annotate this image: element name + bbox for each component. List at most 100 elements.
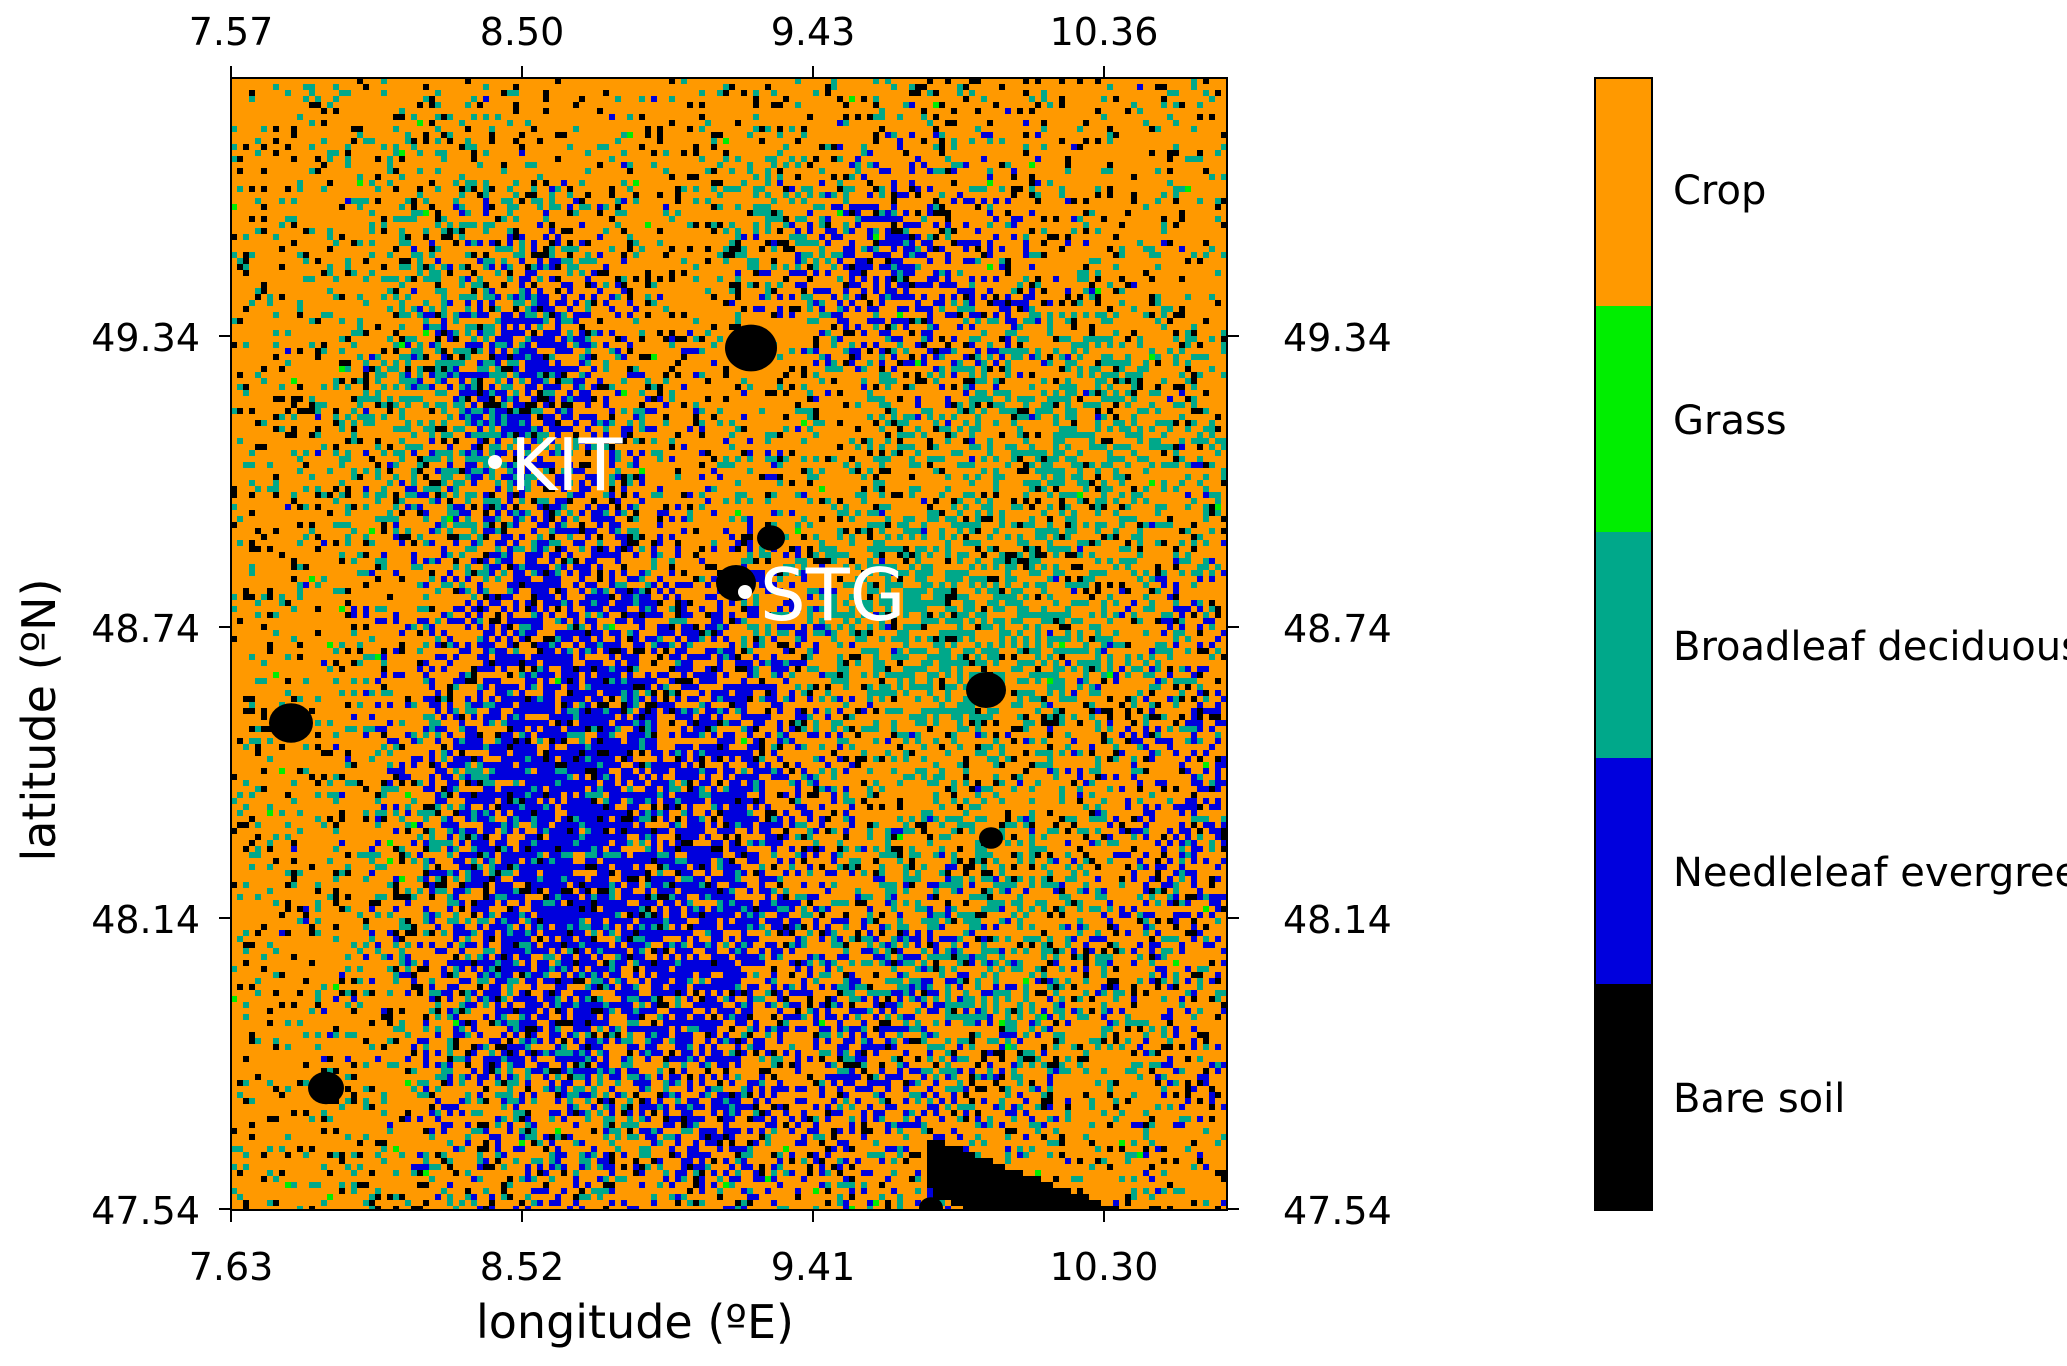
map-cell: [303, 450, 309, 456]
map-cell: [435, 342, 441, 348]
map-cell: [1221, 516, 1227, 522]
map-cell: [855, 426, 861, 432]
map-cell: [711, 546, 717, 552]
map-cell: [327, 156, 333, 162]
map-cell: [921, 336, 927, 342]
map-cell: [843, 360, 849, 366]
map-cell: [765, 204, 771, 210]
map-cell: [795, 252, 801, 258]
map-cell: [639, 354, 645, 360]
map-cell: [675, 360, 681, 366]
map-cell: [1113, 288, 1119, 294]
map-cell: [255, 444, 261, 450]
map-cell: [873, 396, 879, 402]
map-cell: [1083, 264, 1089, 270]
map-cell: [315, 258, 321, 264]
map-cell: [243, 144, 249, 150]
map-cell: [951, 348, 957, 354]
map-cell: [1179, 414, 1185, 420]
map-cell: [1029, 396, 1035, 402]
map-cell: [897, 438, 903, 444]
map-cell: [555, 276, 561, 282]
map-cell: [939, 372, 945, 378]
map-cell: [495, 498, 501, 504]
map-cell: [501, 168, 507, 174]
map-cell: [399, 396, 405, 402]
map-cell: [477, 414, 483, 420]
map-cell: [1059, 468, 1065, 474]
map-cell: [1209, 576, 1215, 582]
map-cell: [705, 612, 711, 618]
map-cell: [969, 408, 975, 414]
map-cell: [1137, 366, 1143, 372]
map-cell: [807, 468, 813, 474]
map-cell: [873, 540, 879, 546]
map-cell: [705, 564, 711, 570]
map-cell: [591, 474, 597, 480]
map-cell: [1143, 594, 1149, 600]
map-cell: [1173, 462, 1179, 468]
map-cell: [381, 558, 387, 564]
map-cell: [1161, 540, 1167, 546]
map-cell: [879, 522, 885, 528]
map-cell: [411, 474, 417, 480]
map-cell: [435, 216, 441, 222]
map-cell: [279, 396, 285, 402]
map-cell: [1041, 408, 1047, 414]
map-cell: [525, 372, 531, 378]
map-cell: [453, 618, 459, 624]
map-cell: [837, 234, 843, 240]
map-cell: [1011, 186, 1017, 192]
map-cell: [273, 492, 279, 498]
map-cell: [801, 570, 807, 576]
map-cell: [825, 366, 831, 372]
map-cell: [1005, 348, 1011, 354]
map-cell: [321, 108, 327, 114]
map-cell: [1119, 474, 1125, 480]
map-cell: [249, 450, 255, 456]
map-cell: [429, 264, 435, 270]
map-cell: [279, 552, 285, 558]
map-cell: [819, 354, 825, 360]
map-cell: [945, 120, 951, 126]
map-cell: [627, 246, 633, 252]
map-cell: [831, 192, 837, 198]
map-cell: [417, 444, 423, 450]
map-cell: [423, 624, 429, 630]
map-cell: [861, 474, 867, 480]
map-cell: [1053, 546, 1059, 552]
map-cell: [615, 438, 621, 444]
map-cell: [297, 396, 303, 402]
map-cell: [843, 510, 849, 516]
map-cell: [975, 318, 981, 324]
map-cell: [849, 96, 855, 102]
map-cell: [969, 432, 975, 438]
map-cell: [1173, 486, 1179, 492]
map-cell: [729, 282, 735, 288]
map-cell: [633, 192, 639, 198]
map-cell: [1101, 504, 1107, 510]
map-cell: [699, 408, 705, 414]
map-cell: [1113, 456, 1119, 462]
map-cell: [543, 510, 549, 516]
map-cell: [1161, 420, 1167, 426]
map-cell: [591, 396, 597, 402]
map-cell: [699, 450, 705, 456]
map-cell: [651, 600, 657, 606]
map-cell: [531, 516, 537, 522]
map-cell: [921, 564, 927, 570]
map-cell: [483, 324, 489, 330]
map-cell: [675, 198, 681, 204]
map-cell: [981, 186, 987, 192]
map-cell: [711, 486, 717, 492]
map-cell: [423, 402, 429, 408]
map-cell: [1029, 294, 1035, 300]
map-cell: [909, 102, 915, 108]
map-cell: [1119, 522, 1125, 528]
map-cell: [423, 486, 429, 492]
map-cell: [1005, 360, 1011, 366]
map-cell: [513, 516, 519, 522]
map-cell: [1095, 408, 1101, 414]
map-cell: [405, 264, 411, 270]
map-cell: [891, 378, 897, 384]
